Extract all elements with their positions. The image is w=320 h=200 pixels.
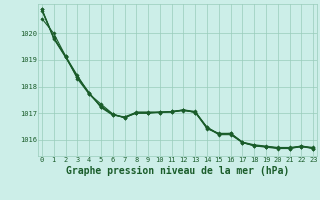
X-axis label: Graphe pression niveau de la mer (hPa): Graphe pression niveau de la mer (hPa) bbox=[66, 166, 289, 176]
